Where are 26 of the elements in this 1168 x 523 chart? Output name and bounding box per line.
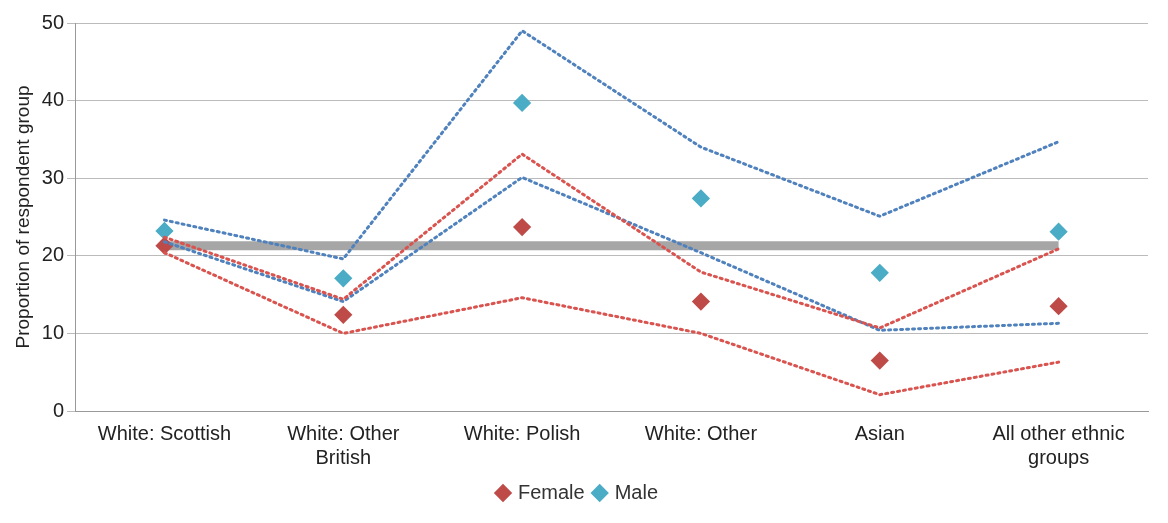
point [513, 94, 531, 112]
legend-label: Female [517, 480, 585, 503]
point [692, 189, 710, 207]
x-tick-label: White: Other British [287, 421, 400, 468]
y-tick-label: 10 [41, 320, 65, 343]
legend-label: Male [614, 480, 659, 503]
y-tick-label: 0 [52, 398, 65, 421]
x-tick-label: Asian [854, 421, 905, 444]
point [692, 293, 710, 311]
point [334, 306, 352, 324]
point [155, 222, 173, 240]
y-axis-title: Proportion of respondent group [11, 85, 33, 349]
x-tick-label: White: Polish [463, 421, 581, 444]
point [871, 264, 889, 282]
point [871, 352, 889, 370]
point [334, 269, 352, 287]
y-tick-label: 40 [41, 88, 65, 111]
y-tick-label: 30 [41, 165, 65, 188]
x-tick-label: White: Other [644, 421, 758, 444]
point [1050, 297, 1068, 315]
x-tick-label: All other ethnic groups [992, 421, 1125, 468]
point [513, 218, 531, 236]
x-tick-label: White: Scottish [97, 421, 232, 444]
y-tick-label: 50 [41, 10, 65, 33]
y-tick-label: 20 [41, 243, 65, 266]
point [1050, 223, 1068, 241]
